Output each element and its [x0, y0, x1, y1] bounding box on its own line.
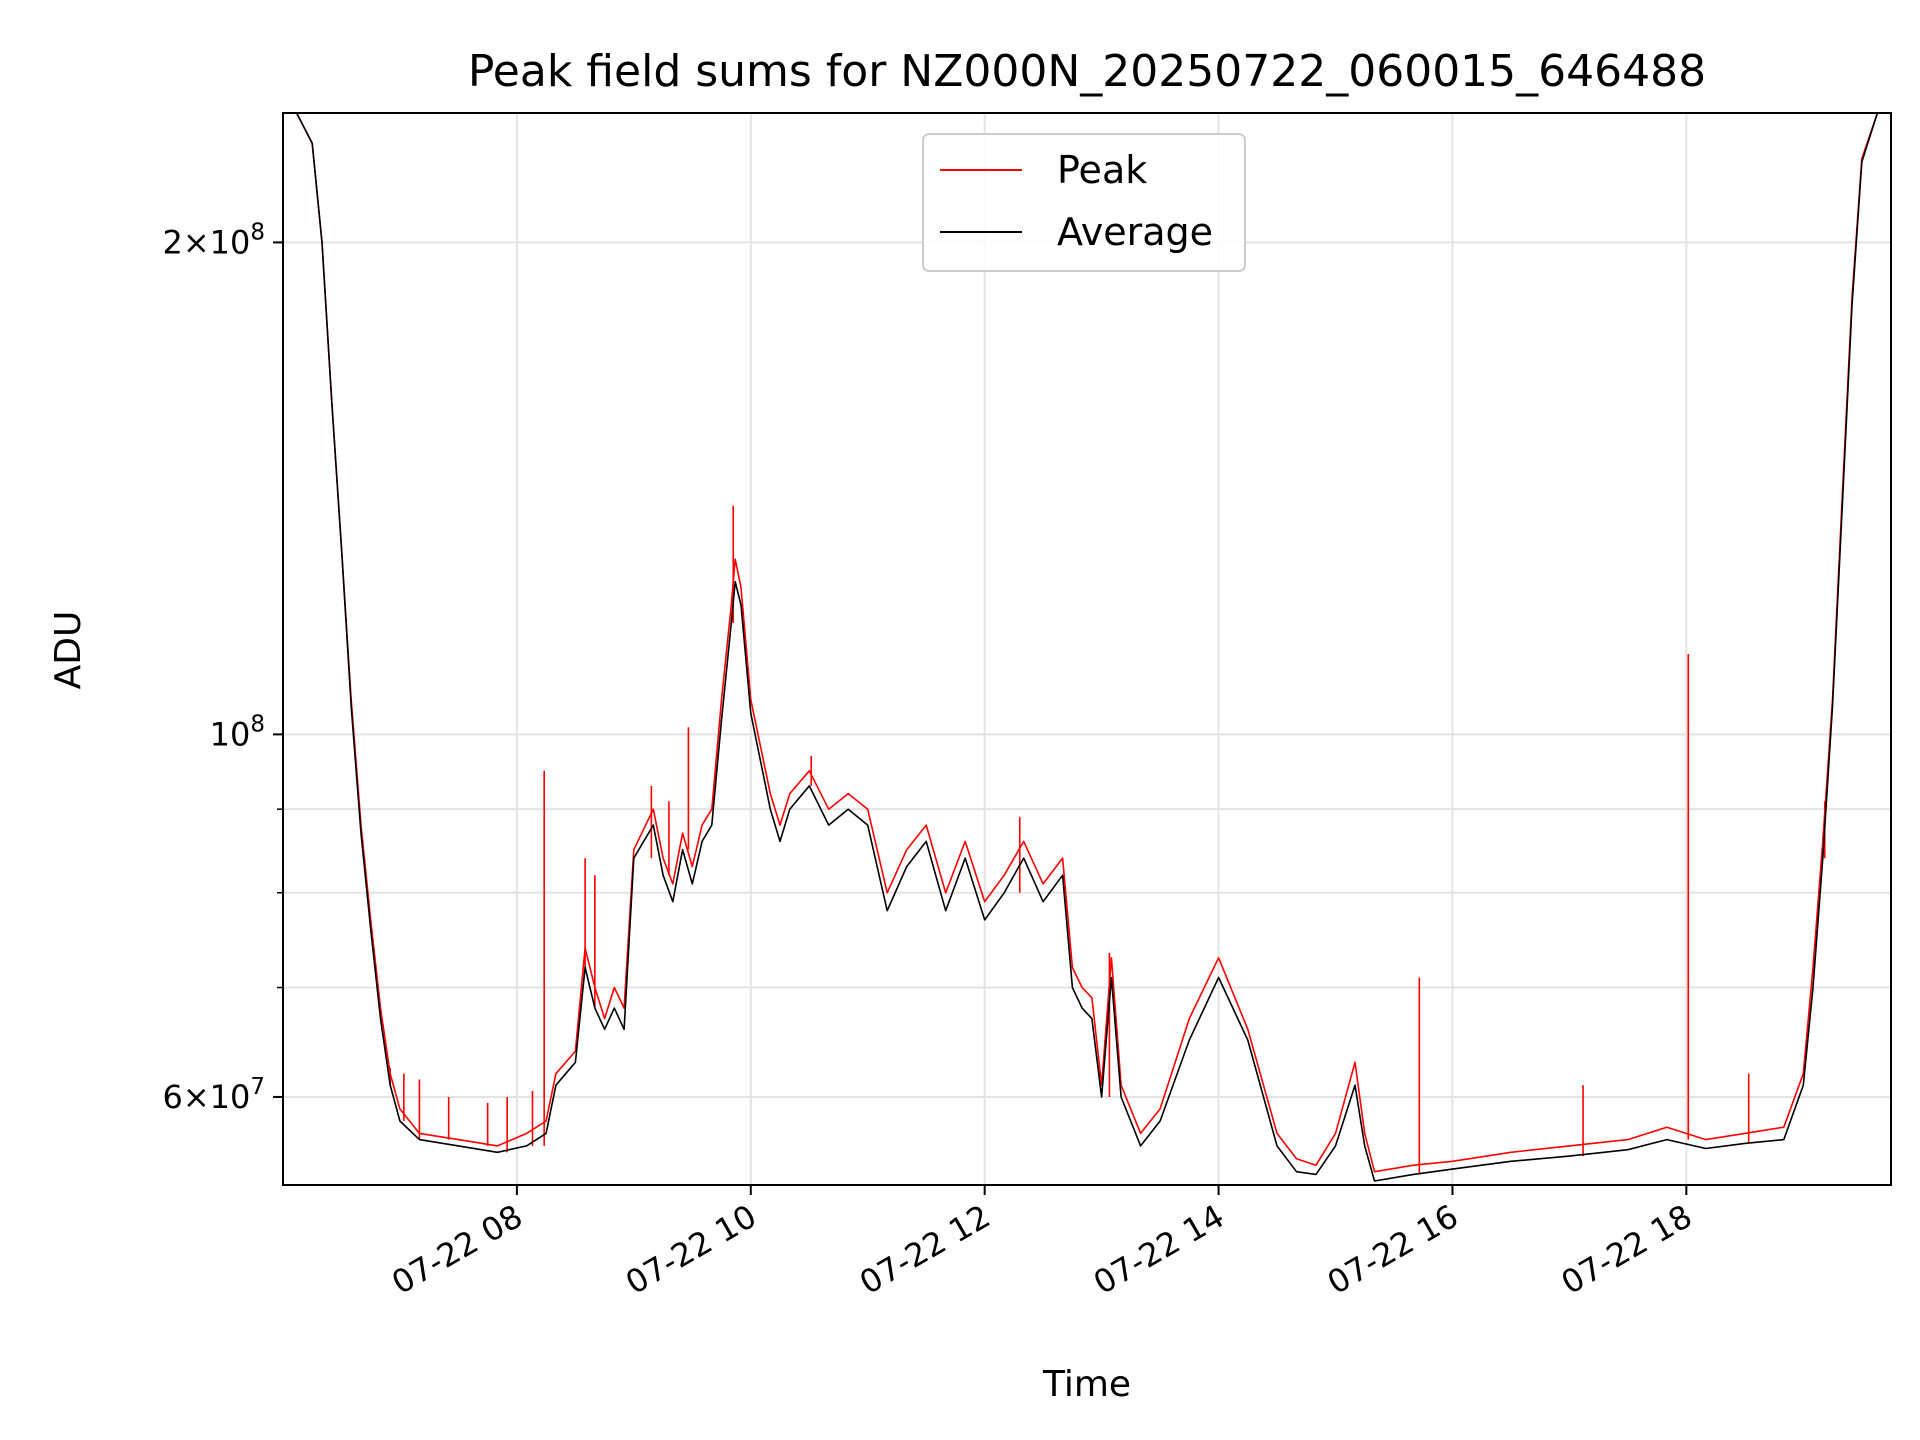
chart-title: Peak field sums for NZ000N_20250722_0600…	[468, 46, 1706, 97]
legend-label-average: Average	[1057, 210, 1213, 254]
series-lines	[295, 113, 1879, 1182]
legend-label-peak: Peak	[1057, 148, 1147, 192]
series-line-average	[295, 113, 1879, 1182]
series-line-peak	[295, 113, 1879, 1173]
legend: Peak Average	[922, 133, 1246, 272]
grid-lines	[283, 113, 1891, 1185]
legend-box	[922, 133, 1246, 272]
y-axis-label: ADU	[48, 611, 89, 690]
x-axis-label: Time	[1042, 1364, 1131, 1405]
plot-frame	[282, 112, 1892, 1186]
y-tick-label: 6×107	[162, 1074, 265, 1116]
y-tick-label: 2×108	[162, 219, 265, 261]
